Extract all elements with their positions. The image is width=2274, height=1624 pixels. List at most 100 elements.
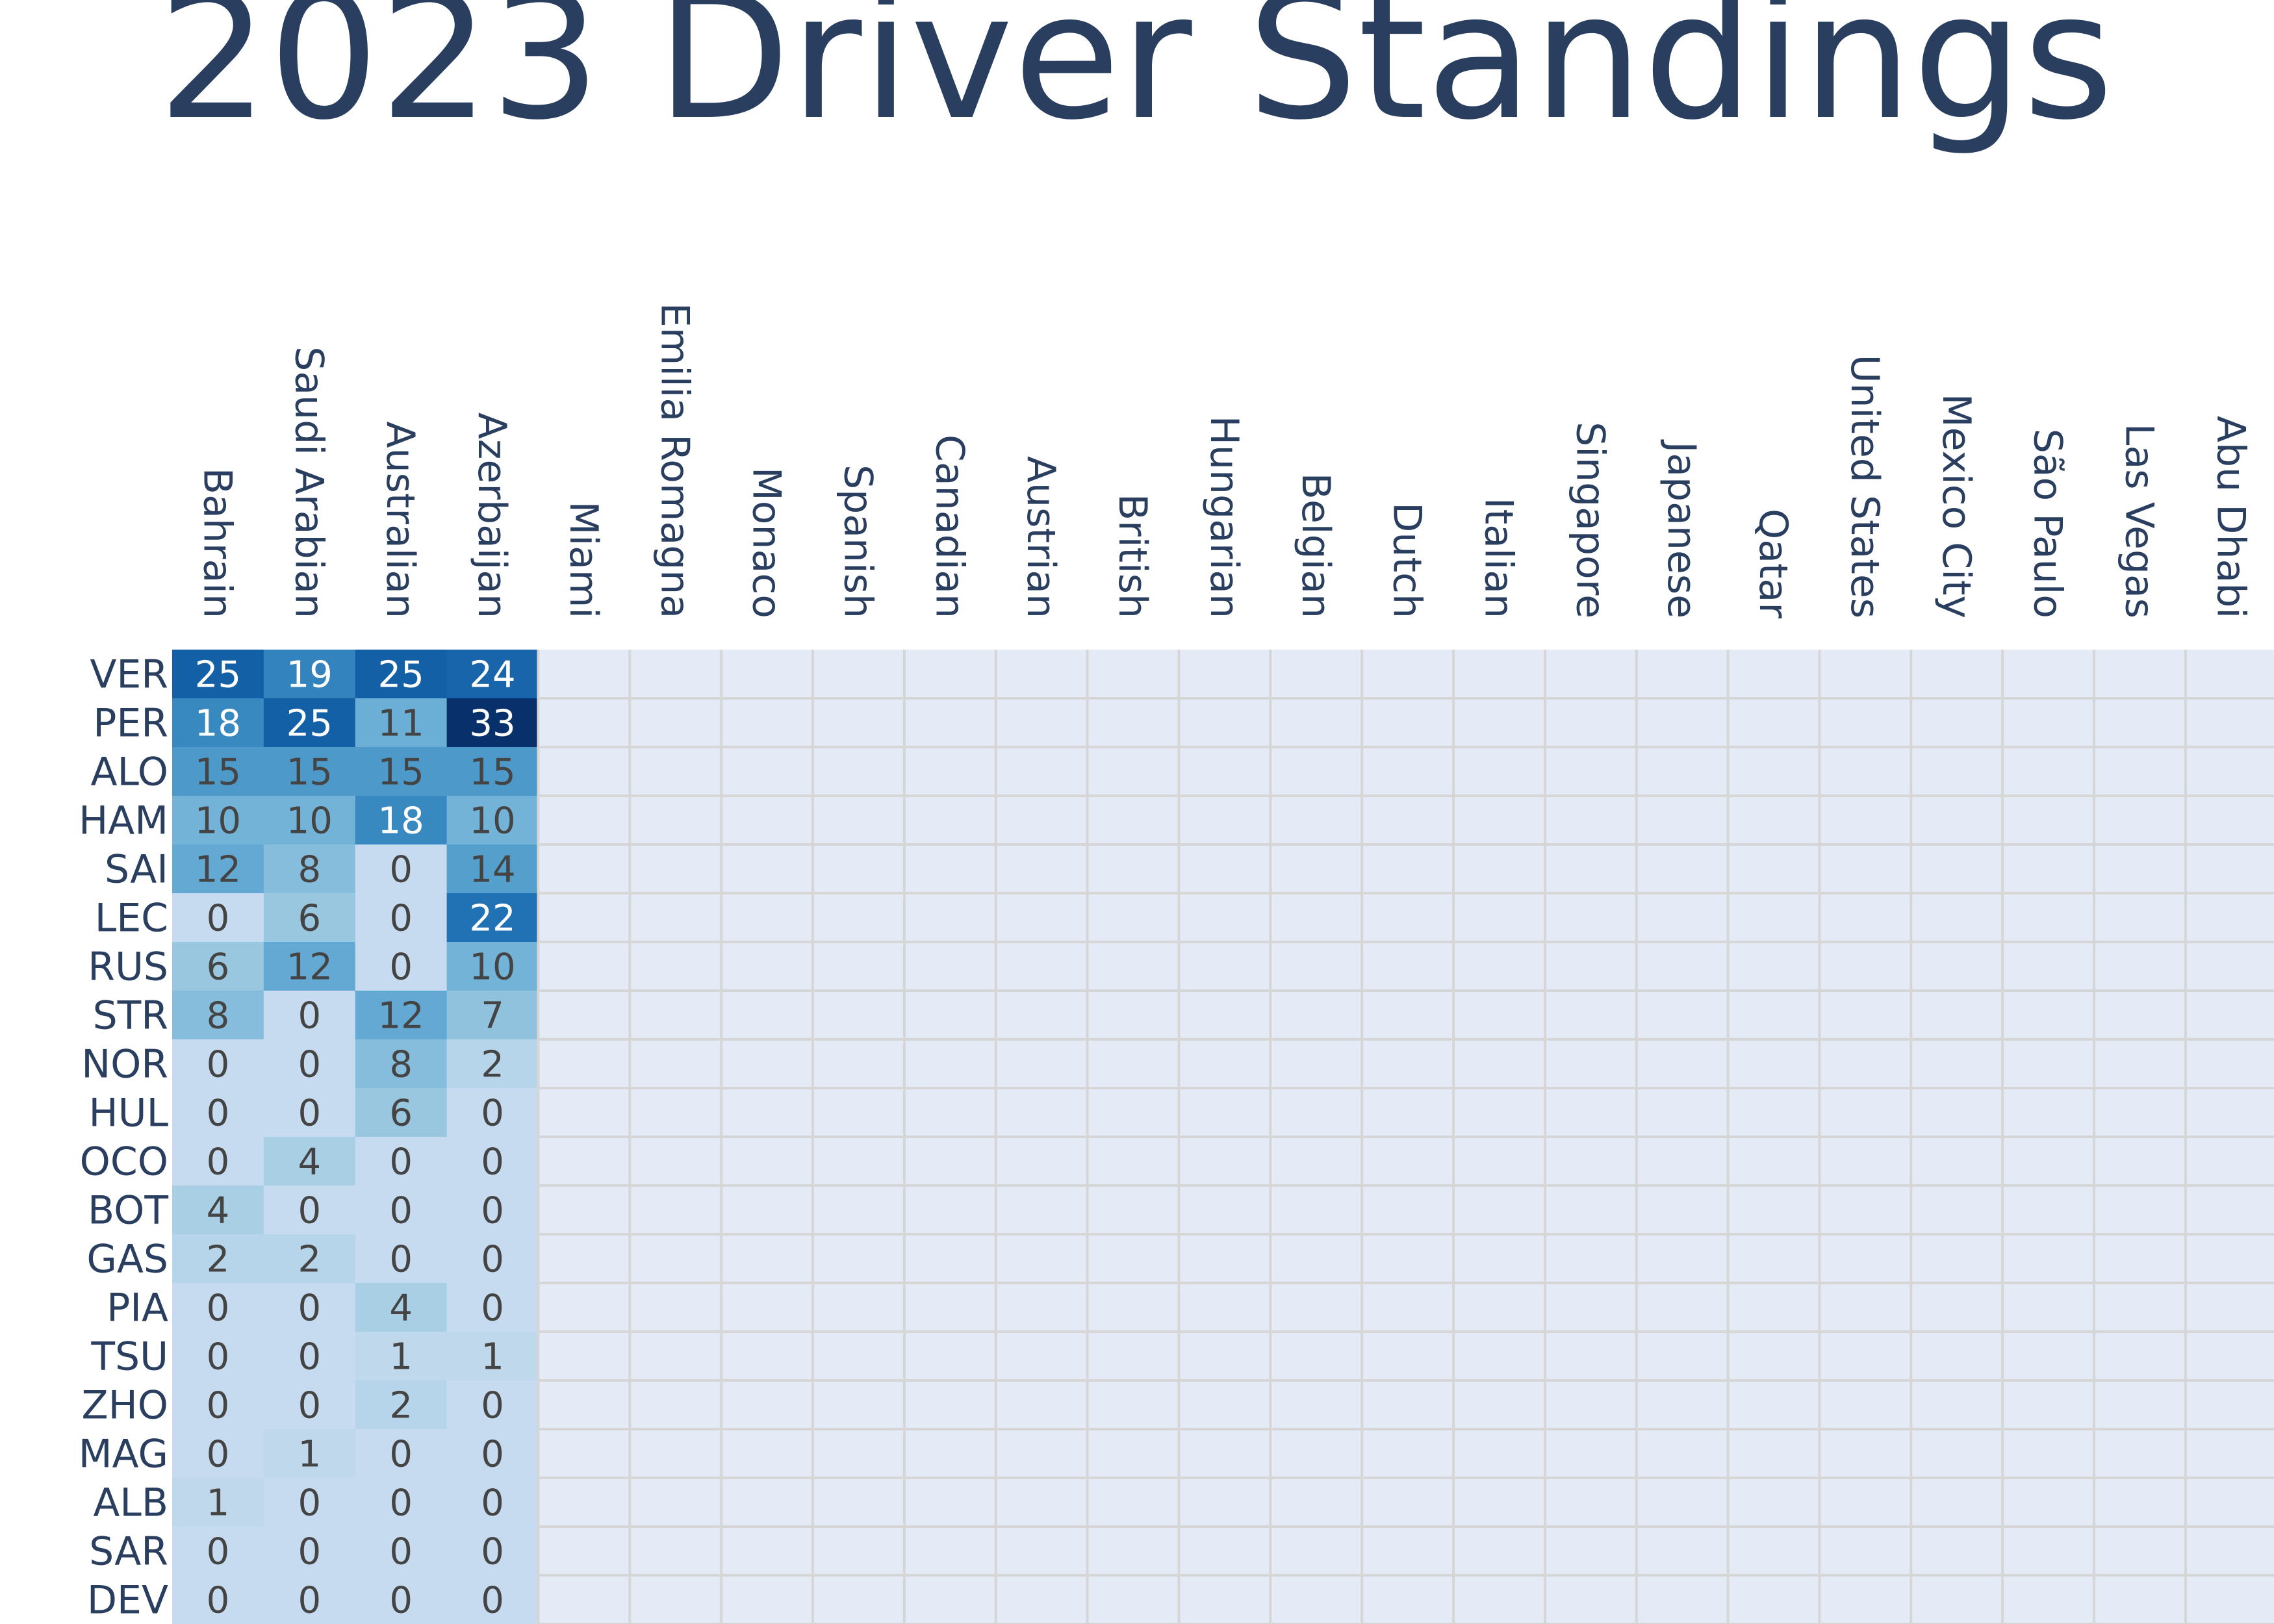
cell-value-mag-azerbaijan: 0 [481, 1434, 504, 1476]
cell-value-per-saudi-arabian: 25 [287, 703, 333, 745]
column-label-austrian: Austrian [1018, 456, 1064, 618]
cell-value-tsu-azerbaijan: 1 [481, 1336, 504, 1378]
heatmap-cell-mag-bahrain [172, 1429, 264, 1478]
cell-value-sar-saudi-arabian: 0 [298, 1531, 321, 1573]
cell-value-dev-azerbaijan: 0 [481, 1580, 504, 1622]
heatmap-cell-rus-bahrain [172, 942, 264, 991]
column-label-dutch: Dutch [1385, 502, 1430, 618]
heatmap-cell-pia-saudi-arabian [263, 1283, 356, 1332]
cell-value-sai-saudi-arabian: 8 [298, 849, 321, 891]
heatmap-cell-oco-saudi-arabian [263, 1137, 356, 1186]
row-label-mag: MAG [79, 1432, 168, 1477]
heatmap-cell-alo-australian [355, 747, 448, 796]
heatmap-cell-ham-bahrain [172, 796, 264, 845]
chart-title: 2023 Driver Standings [158, 0, 2114, 159]
heatmap-cell-sai-azerbaijan [446, 844, 539, 894]
heatmap-cell-ver-bahrain [172, 650, 264, 699]
heatmap-cell-per-saudi-arabian [263, 698, 356, 748]
heatmap-cell-bot-bahrain [172, 1186, 264, 1235]
heatmap-cell-ham-azerbaijan [446, 796, 539, 845]
heatmap-cell-bot-azerbaijan [446, 1186, 539, 1235]
cell-value-gas-azerbaijan: 0 [481, 1239, 504, 1281]
cell-value-sar-australian: 0 [389, 1531, 413, 1573]
row-label-lec: LEC [95, 896, 168, 941]
row-label-zho: ZHO [82, 1383, 168, 1428]
row-label-hul: HUL [89, 1091, 169, 1136]
heatmap-cell-alb-azerbaijan [446, 1478, 539, 1527]
cell-value-pia-bahrain: 0 [207, 1288, 230, 1330]
grid-lines [537, 650, 2274, 1624]
heatmap-cell-oco-bahrain [172, 1137, 264, 1186]
cell-value-sai-australian: 0 [389, 849, 413, 891]
heatmap-cell-bot-australian [355, 1186, 448, 1235]
cell-value-per-azerbaijan: 33 [469, 703, 515, 745]
heatmap-cell-lec-australian [355, 893, 448, 943]
cell-value-ham-bahrain: 10 [195, 800, 241, 843]
row-label-ver: VER [90, 652, 168, 698]
cell-value-gas-bahrain: 2 [207, 1239, 230, 1281]
heatmap-cell-rus-australian [355, 942, 448, 991]
cell-value-lec-azerbaijan: 22 [469, 898, 515, 940]
heatmap-cell-lec-azerbaijan [446, 893, 539, 943]
cell-value-tsu-australian: 1 [389, 1336, 413, 1378]
heatmap-cell-tsu-australian [355, 1332, 448, 1381]
cell-value-oco-azerbaijan: 0 [481, 1141, 504, 1184]
cell-value-sar-bahrain: 0 [207, 1531, 230, 1573]
heatmap-cell-zho-australian [355, 1380, 448, 1430]
heatmap-cell-nor-australian [355, 1039, 448, 1089]
heatmap-cell-lec-bahrain [172, 893, 264, 943]
cell-value-hul-australian: 6 [389, 1093, 413, 1135]
cell-value-bot-saudi-arabian: 0 [298, 1190, 321, 1232]
heatmap-cell-bot-saudi-arabian [263, 1186, 356, 1235]
column-label-canadian: Canadian [926, 435, 972, 618]
cell-value-alo-azerbaijan: 15 [469, 752, 515, 794]
heatmap-cell-ver-saudi-arabian [263, 650, 356, 699]
cell-value-rus-australian: 0 [389, 946, 413, 989]
cell-value-str-bahrain: 8 [207, 995, 230, 1037]
cell-value-sar-azerbaijan: 0 [481, 1531, 504, 1573]
cell-value-str-azerbaijan: 7 [481, 995, 504, 1037]
heatmap-cell-sai-bahrain [172, 844, 264, 894]
column-label-united-states: United States [1842, 355, 1887, 618]
row-label-bot: BOT [88, 1188, 168, 1234]
heatmap-cell-hul-azerbaijan [446, 1088, 539, 1137]
column-label-australian: Australian [377, 422, 423, 618]
heatmap-cell-str-bahrain [172, 991, 264, 1040]
heatmap-cell-hul-bahrain [172, 1088, 264, 1137]
row-label-sar: SAR [89, 1529, 168, 1575]
row-label-alo: ALO [90, 750, 168, 795]
cell-value-sai-bahrain: 12 [195, 849, 241, 891]
column-label-s-o-paulo: São Paulo [2025, 429, 2071, 618]
heatmap-cell-mag-azerbaijan [446, 1429, 539, 1478]
row-labels: VERPERALOHAMSAILECRUSSTRNORHULOCOBOTGASP… [79, 652, 169, 1623]
cell-value-gas-australian: 0 [389, 1239, 413, 1281]
heatmap-cell-alb-bahrain [172, 1478, 264, 1527]
heatmap-cell-pia-bahrain [172, 1283, 264, 1332]
column-label-miami: Miami [561, 501, 606, 618]
cell-value-bot-australian: 0 [389, 1190, 413, 1232]
cell-value-nor-australian: 8 [389, 1044, 413, 1086]
column-label-italian: Italian [1476, 498, 1521, 618]
heatmap-cell-alo-bahrain [172, 747, 264, 796]
cell-value-oco-bahrain: 0 [207, 1141, 230, 1184]
column-label-emilia-romagna: Emilia Romagna [652, 303, 698, 618]
heatmap-cell-nor-saudi-arabian [263, 1039, 356, 1089]
cell-value-pia-azerbaijan: 0 [481, 1288, 504, 1330]
cell-value-zho-australian: 2 [389, 1385, 413, 1427]
column-labels: Bahrain Saudi Arabian Australian Azerbaijan… [194, 303, 2253, 618]
cell-value-ham-australian: 18 [378, 800, 424, 843]
cell-value-zho-azerbaijan: 0 [481, 1385, 504, 1427]
heatmap-cell-str-saudi-arabian [263, 991, 356, 1040]
column-label-las-vegas: Las Vegas [2116, 424, 2162, 618]
cell-value-alb-bahrain: 1 [207, 1482, 230, 1525]
heatmap-cell-ver-azerbaijan [446, 650, 539, 699]
heatmap-cell-oco-australian [355, 1137, 448, 1186]
cell-value-ham-azerbaijan: 10 [469, 800, 515, 843]
cell-value-lec-saudi-arabian: 6 [298, 898, 321, 940]
row-label-nor: NOR [81, 1042, 168, 1087]
heatmap-cell-sar-azerbaijan [446, 1527, 539, 1576]
column-label-azerbaijan: Azerbaijan [469, 412, 515, 618]
cell-value-hul-azerbaijan: 0 [481, 1093, 504, 1135]
heatmap-cell-sai-australian [355, 844, 448, 894]
